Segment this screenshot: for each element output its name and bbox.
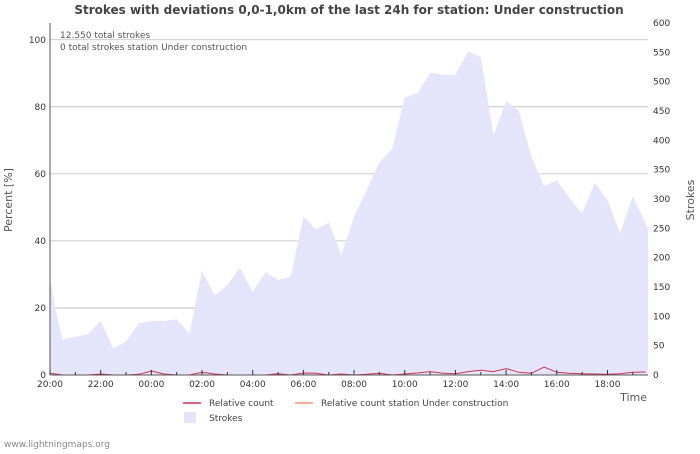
x-tick-label: 12:00 <box>442 380 468 390</box>
y-right-tick-label: 300 <box>653 195 670 205</box>
y-right-tick-label: 250 <box>653 224 670 234</box>
y-left-tick-label: 80 <box>35 103 47 113</box>
y-left-tick-labels: 0 20 40 60 80 100 <box>29 36 46 381</box>
y-left-tick-label: 0 <box>40 371 46 381</box>
y-right-label: Strokes <box>684 179 697 220</box>
x-tick-label: 14:00 <box>493 380 519 390</box>
y-left-tick-label: 40 <box>35 237 47 247</box>
y-right-tick-label: 150 <box>653 283 670 293</box>
y-right-tick-label: 350 <box>653 166 670 176</box>
y-right-tick-label: 50 <box>653 342 665 352</box>
x-tick-labels: 20:00 22:00 00:00 02:00 04:00 06:00 08:00 10:00… <box>37 380 621 390</box>
legend-label-relative-count-station: Relative count station Under constructio… <box>321 399 508 409</box>
x-tick-label: 22:00 <box>88 380 114 390</box>
strokes-area <box>50 51 648 375</box>
y-right-tick-label: 400 <box>653 136 670 146</box>
x-tick-label: 18:00 <box>594 380 620 390</box>
x-tick-label: 20:00 <box>37 380 63 390</box>
y-right-tick-labels: 0 50 100 150 200 250 300 350 400 450 500 550 600 <box>653 19 670 381</box>
x-tick-label: 06:00 <box>290 380 316 390</box>
y-left-label: Percent [%] <box>2 168 15 232</box>
y-right-tick-label: 450 <box>653 107 670 117</box>
x-tick-label: 04:00 <box>240 380 266 390</box>
legend-label-relative-count: Relative count <box>209 399 274 409</box>
y-left-tick-label: 20 <box>35 304 47 314</box>
y-right-tick-label: 500 <box>653 78 670 88</box>
x-tick-label: 08:00 <box>341 380 367 390</box>
station-strokes-note: 0 total strokes station Under constructi… <box>60 43 247 53</box>
y-right-tick-label: 200 <box>653 254 670 264</box>
legend-label-strokes: Strokes <box>209 414 243 424</box>
y-left-tick-label: 60 <box>35 170 47 180</box>
x-axis-label: Time <box>619 391 647 404</box>
y-right-tick-label: 100 <box>653 312 670 322</box>
x-tick-label: 16:00 <box>544 380 570 390</box>
y-right-tick-label: 0 <box>653 371 659 381</box>
y-left-tick-label: 100 <box>29 36 46 46</box>
y-right-tick-label: 550 <box>653 48 670 58</box>
chart-title: Strokes with deviations 0,0-1,0km of the… <box>74 3 623 17</box>
legend-swatch-strokes <box>184 412 196 423</box>
x-tick-label: 02:00 <box>189 380 215 390</box>
source-link[interactable]: www.lightningmaps.org <box>4 440 110 450</box>
strokes-area-layer <box>50 51 648 375</box>
total-strokes-note: 12.550 total strokes <box>60 31 150 41</box>
axes <box>49 23 648 376</box>
y-right-tick-label: 600 <box>653 19 670 29</box>
x-tick-label: 10:00 <box>392 380 418 390</box>
x-tick-label: 00:00 <box>138 380 164 390</box>
legend: Relative count Relative count station Un… <box>183 399 508 424</box>
